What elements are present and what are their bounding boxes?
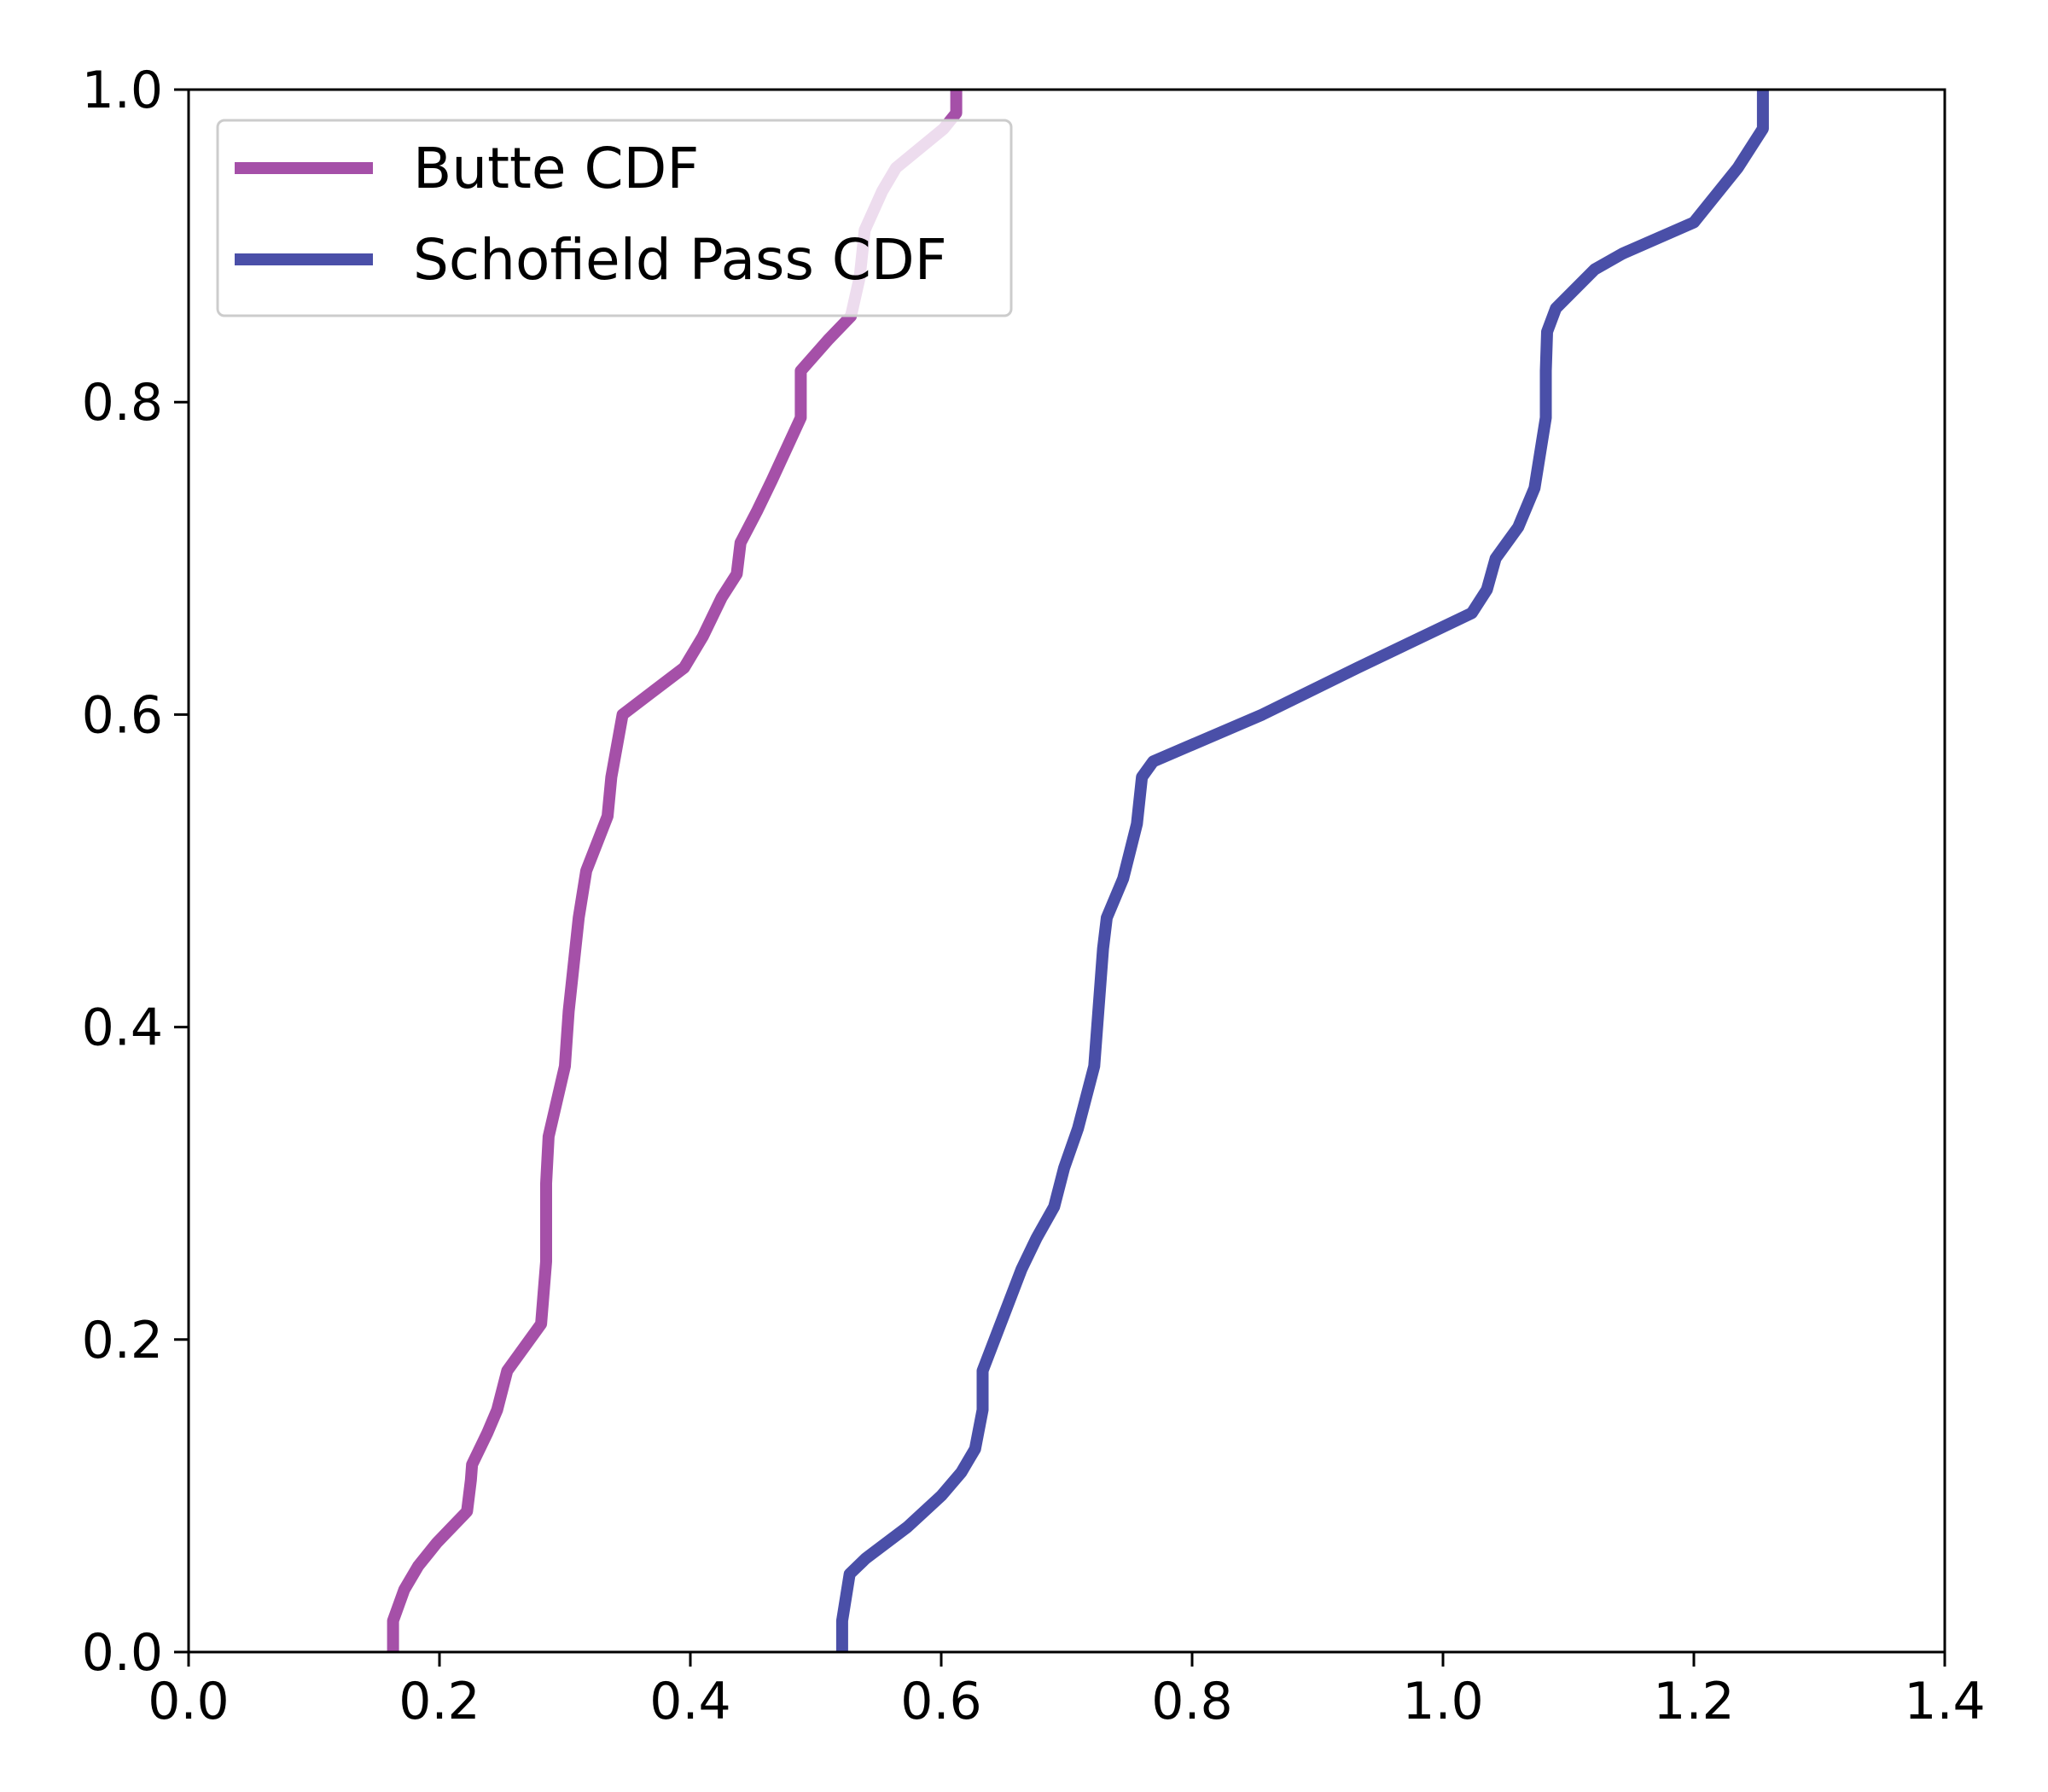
y-tick-label: 0.6: [82, 685, 163, 745]
x-tick-label: 0.2: [399, 1672, 480, 1731]
x-tick-label: 0.4: [649, 1672, 730, 1731]
x-tick-label: 1.2: [1653, 1672, 1734, 1731]
y-tick-label: 0.0: [82, 1623, 163, 1683]
legend-label-butte: Butte CDF: [413, 136, 699, 201]
x-tick-label: 1.4: [1904, 1672, 1985, 1731]
series-line-0: [387, 90, 963, 1652]
x-tick-label: 0.0: [148, 1672, 229, 1731]
x-tick-label: 1.0: [1402, 1672, 1483, 1731]
x-tick-label: 0.6: [900, 1672, 981, 1731]
y-tick-label: 1.0: [82, 61, 163, 120]
series-line-1: [835, 90, 1769, 1652]
plot-frame: [187, 88, 1946, 1654]
y-tick-label: 0.8: [82, 373, 163, 433]
x-tick-label: 0.8: [1151, 1672, 1232, 1731]
legend: Butte CDF Schofield Pass CDF: [216, 119, 1013, 317]
legend-label-schofield-pass: Schofield Pass CDF: [413, 227, 947, 293]
y-tick-label: 0.2: [82, 1311, 163, 1370]
y-tick-label: 0.4: [82, 998, 163, 1058]
series-layer: [387, 90, 1769, 1652]
y-axis: 0.0 0.2 0.4 0.6 0.8 1.0: [82, 61, 189, 1683]
x-axis: 0.0 0.2 0.4 0.6 0.8 1.0 1.2 1.4: [148, 1652, 1986, 1731]
legend-box: [216, 119, 1013, 317]
